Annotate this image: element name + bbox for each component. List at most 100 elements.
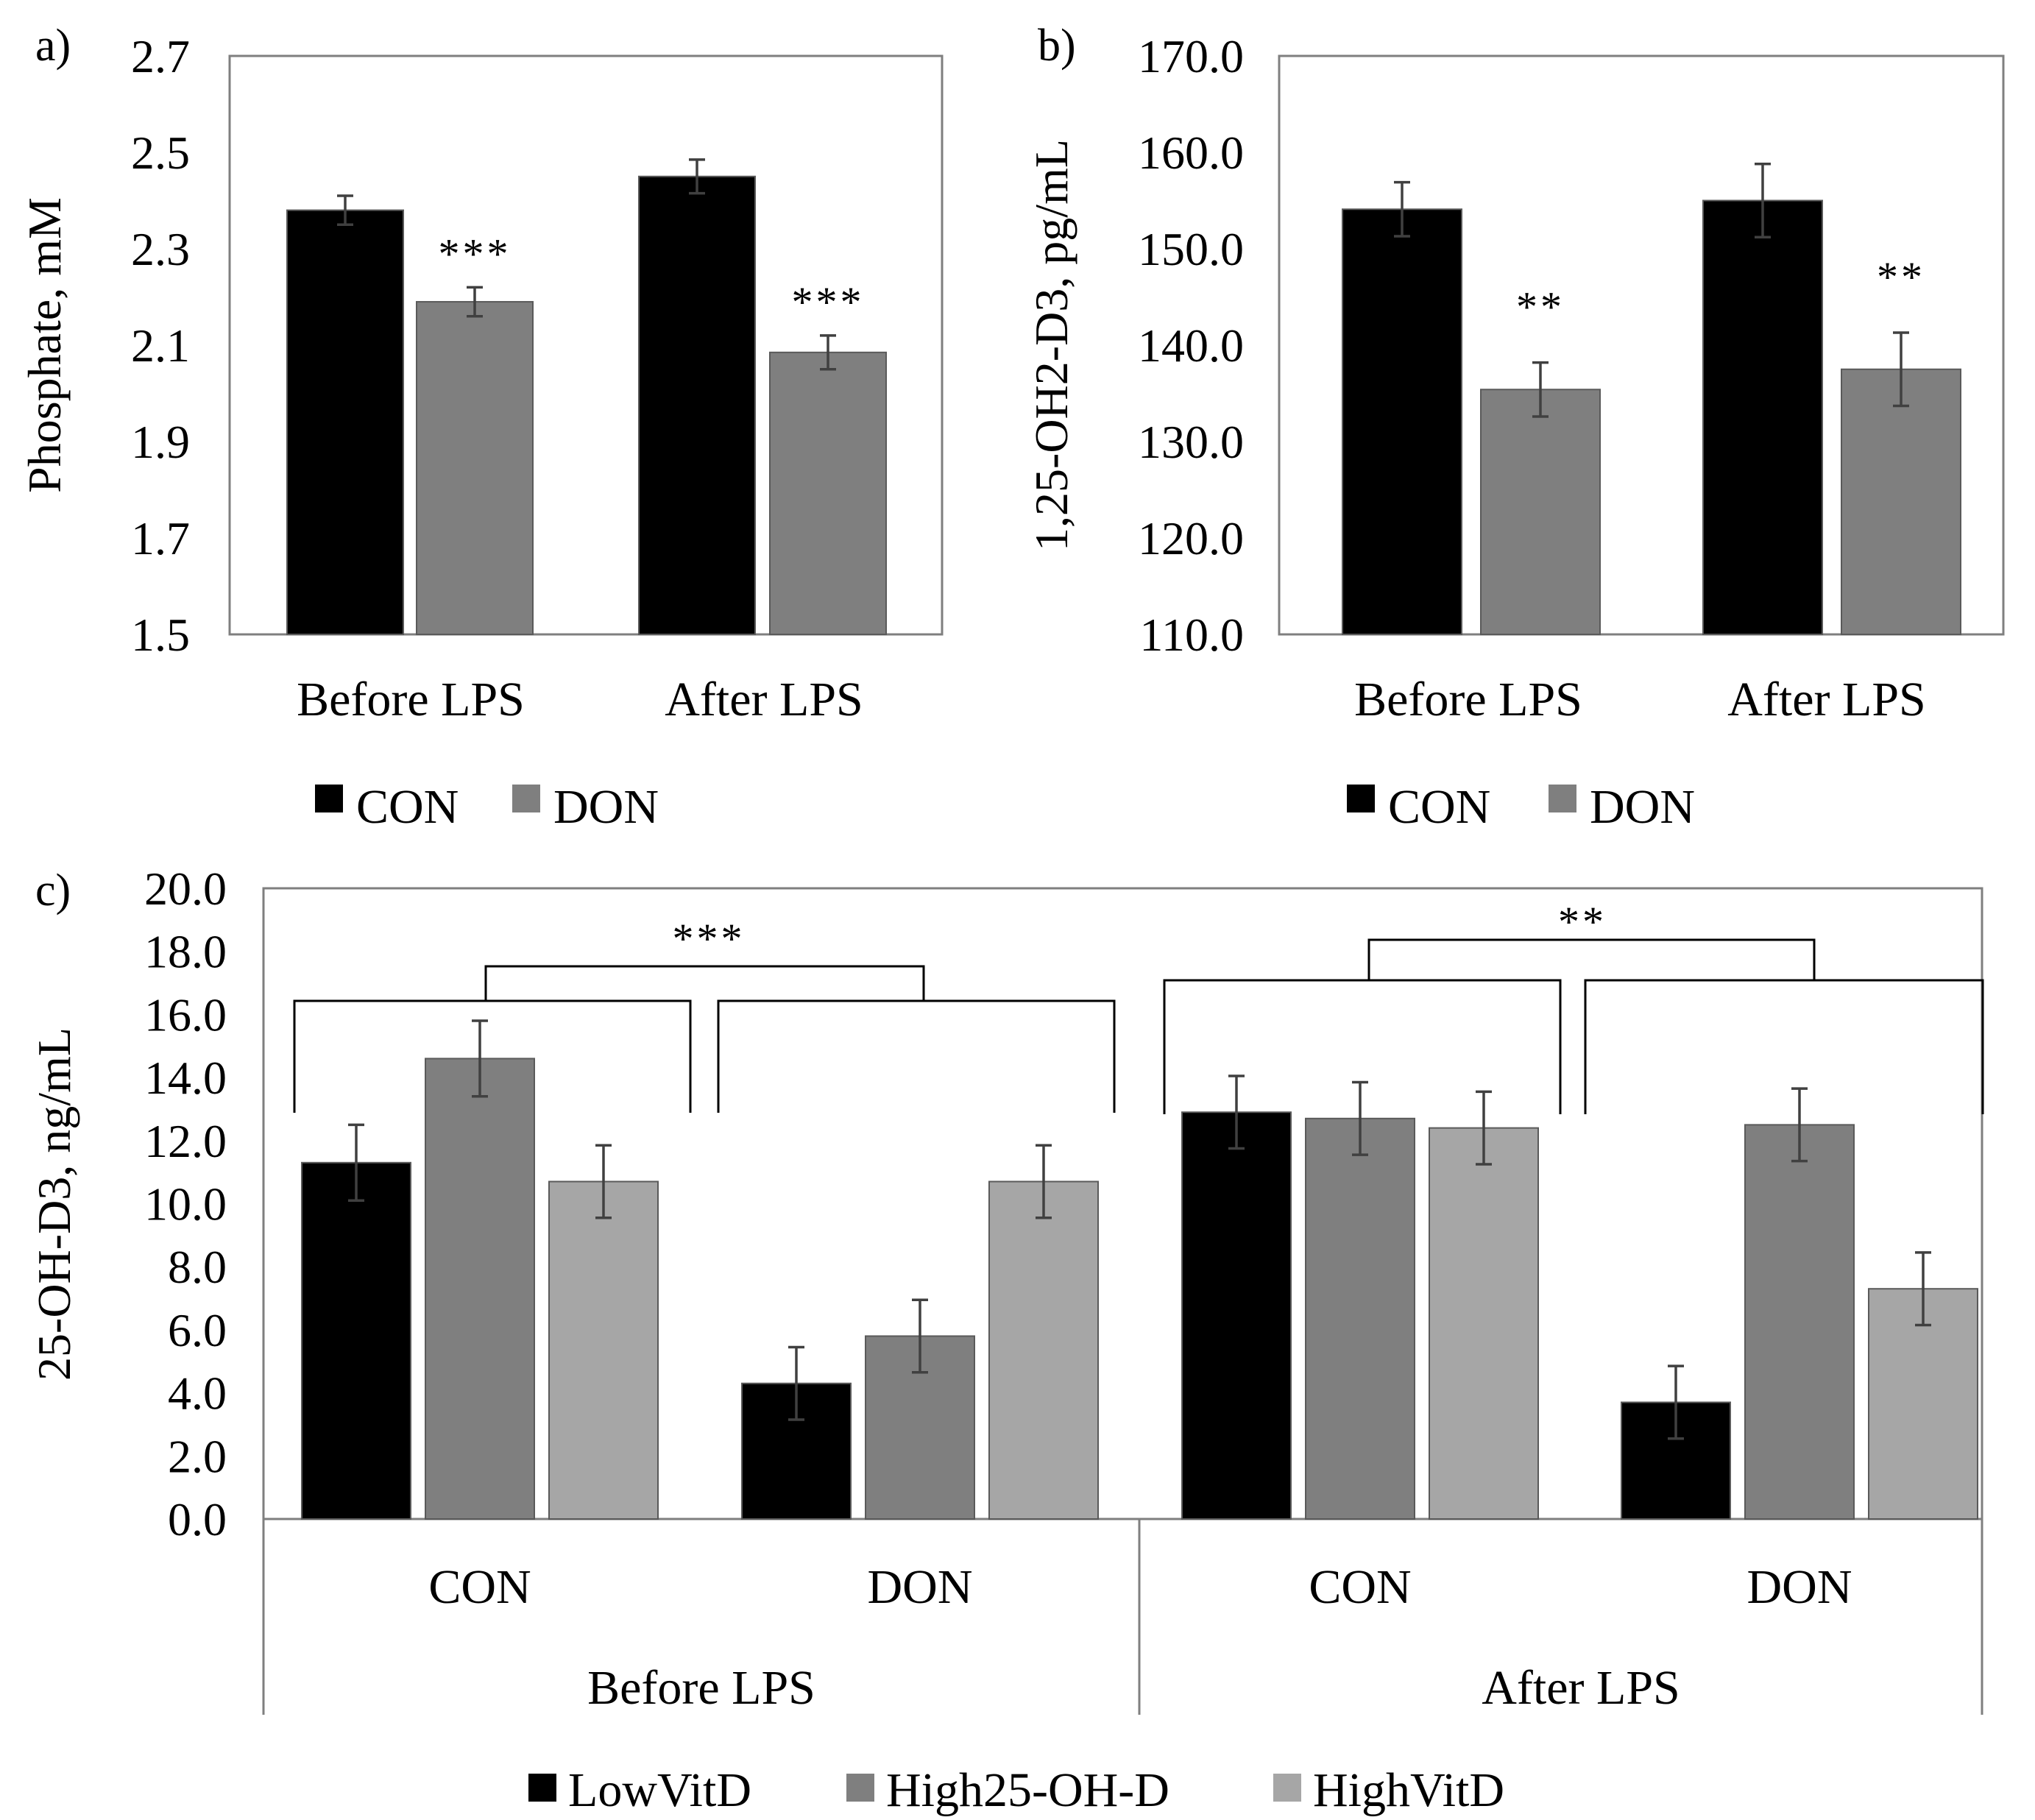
panel-c-y-axis-label: 25-OH-D3, ng/mL	[28, 1027, 80, 1381]
bar-con-0	[286, 209, 404, 636]
error-bar-lowvitd-2	[1228, 1074, 1245, 1150]
panel-c-label: c)	[35, 865, 71, 916]
panel-b-legend-label: DON	[1590, 780, 1695, 834]
panel-b-label: b)	[1038, 21, 1076, 71]
bracket-before-compare	[484, 965, 925, 1001]
bar-highvitd-3	[1868, 1288, 1978, 1520]
panel-b-y-ticks: 110.0 120.0 130.0 140.0 150.0 160.0 170.…	[1138, 30, 1244, 661]
panel-c-ytick: 16.0	[144, 988, 227, 1041]
panel-c-legend-label: HighVitD	[1313, 1763, 1504, 1817]
panel-c-frame	[262, 887, 1983, 1520]
panel-b-ytick: 110.0	[1139, 609, 1244, 661]
panel-c-ytick: 4.0	[168, 1367, 227, 1420]
panel-c-period-label: After LPS	[1482, 1661, 1680, 1715]
panel-a-legend-label: DON	[553, 780, 659, 834]
panel-c-y-ticks: 0.0 2.0 4.0 6.0 8.0 10.0 12.0 14.0 16.0 …	[144, 863, 227, 1545]
bar-highvitd-1	[988, 1180, 1099, 1520]
error-bar-highvitd-2	[1476, 1090, 1492, 1166]
bar-lowvitd-2	[1181, 1111, 1292, 1520]
bar-don-0	[1480, 389, 1601, 635]
panel-c-ytick: 20.0	[144, 863, 227, 915]
error-bar-con-0	[1394, 180, 1410, 238]
panel-b-legend-swatch-don	[1549, 785, 1576, 812]
panel-a-ytick: 2.5	[131, 127, 190, 179]
bracket-after-don	[1584, 979, 1984, 1114]
panel-c-legend-swatch-lowvitd	[528, 1774, 556, 1802]
bar-highvitd-2	[1429, 1127, 1539, 1520]
bar-don-0	[416, 301, 534, 635]
panel-b-category-label: Before LPS	[1354, 673, 1582, 726]
bar-high25-oh-d-0	[425, 1058, 535, 1520]
panel-a-legend: CON DON	[315, 780, 659, 834]
bar-don-1	[769, 351, 887, 635]
bar-con-0	[1342, 208, 1462, 636]
panel-b-legend-swatch-con	[1347, 785, 1375, 812]
panel-c-legend-swatch-highvitd	[1273, 1774, 1301, 1802]
panel-b-y-axis-label: 1,25-OH2-D3, pg/mL	[1025, 139, 1077, 551]
panel-c-group-label: DON	[1747, 1560, 1852, 1614]
panel-c-group-label: DON	[868, 1560, 973, 1614]
panel-c-group-label: CON	[428, 1560, 531, 1614]
bar-lowvitd-0	[301, 1161, 411, 1520]
panel-c-group-label: CON	[1309, 1560, 1411, 1614]
bracket-after-con	[1163, 979, 1562, 1114]
panel-c-legend-label: LowVitD	[568, 1763, 751, 1817]
significance-marker: **	[1516, 283, 1565, 331]
panel-c-bars	[301, 1019, 1978, 1520]
panel-a-legend-swatch-don	[512, 785, 540, 812]
panel-a-frame	[228, 54, 944, 636]
panel-b-frame	[1278, 54, 2005, 636]
panel-a-ytick: 1.7	[131, 512, 190, 564]
panel-c-ytick: 10.0	[144, 1178, 227, 1231]
panel-a-ytick: 1.5	[131, 609, 190, 661]
panel-a-label: a)	[35, 21, 71, 71]
panel-b-ytick: 170.0	[1138, 30, 1244, 82]
panel-a-bars: *** ***	[286, 158, 887, 636]
panel-a-legend-label: CON	[356, 780, 459, 834]
bracket-before-don	[717, 999, 1116, 1113]
bracket-after-compare	[1367, 938, 1816, 980]
panel-a-category-label: Before LPS	[297, 673, 525, 726]
panel-c-brackets	[293, 938, 1984, 1114]
error-bar-don-1	[820, 334, 836, 371]
bracket-before-con	[293, 999, 692, 1113]
panel-c-ytick: 6.0	[168, 1304, 227, 1356]
error-bar-lowvitd-3	[1668, 1364, 1684, 1440]
bar-high25-oh-d-3	[1744, 1124, 1855, 1520]
panel-b: b) 110.0 120.0 130.0 140.0 150.0 160.0 1…	[1025, 21, 2005, 834]
panel-b-ytick: 140.0	[1138, 319, 1244, 372]
panel-a-ytick: 2.7	[131, 30, 190, 82]
error-bar-high25-oh-d-3	[1791, 1087, 1808, 1163]
panel-b-legend: CON DON	[1347, 780, 1695, 834]
error-bar-don-0	[1532, 361, 1549, 418]
panel-b-ytick: 150.0	[1138, 223, 1244, 275]
panel-c: c) 0.0 2.0 4.0 6.0 8.0 10.0 12.0 14.0 16…	[28, 863, 1984, 1817]
error-bar-don-1	[1893, 331, 1909, 408]
panel-c-ytick: 14.0	[144, 1052, 227, 1104]
bar-highvitd-0	[548, 1180, 659, 1520]
significance-marker: ***	[439, 230, 512, 277]
error-bar-con-0	[337, 194, 353, 226]
panel-c-period-label: Before LPS	[587, 1661, 815, 1715]
panel-a-ytick: 1.9	[131, 416, 190, 468]
panel-c-legend-label: High25-OH-D	[886, 1763, 1169, 1817]
panel-b-bars: ** **	[1342, 162, 1961, 636]
panel-b-ytick: 130.0	[1138, 416, 1244, 468]
panel-c-ytick: 0.0	[168, 1493, 227, 1545]
panel-c-legend: LowVitD High25-OH-D HighVitD	[528, 1763, 1504, 1817]
error-bar-lowvitd-0	[348, 1123, 364, 1202]
panel-c-ytick: 8.0	[168, 1241, 227, 1293]
error-bar-high25-oh-d-2	[1352, 1080, 1368, 1156]
bar-con-1	[638, 175, 756, 635]
panel-a-ytick: 2.3	[131, 223, 190, 275]
significance-marker: ***	[792, 278, 865, 326]
panel-c-legend-swatch-high25	[846, 1774, 874, 1802]
panel-b-ytick: 160.0	[1138, 127, 1244, 179]
bar-con-1	[1702, 199, 1823, 635]
panel-a-legend-swatch-con	[315, 785, 343, 812]
panel-a-category-label: After LPS	[665, 673, 863, 726]
panel-a-ytick: 2.1	[131, 319, 190, 372]
error-bar-highvitd-3	[1915, 1251, 1931, 1327]
bar-don-1	[1841, 368, 1961, 635]
